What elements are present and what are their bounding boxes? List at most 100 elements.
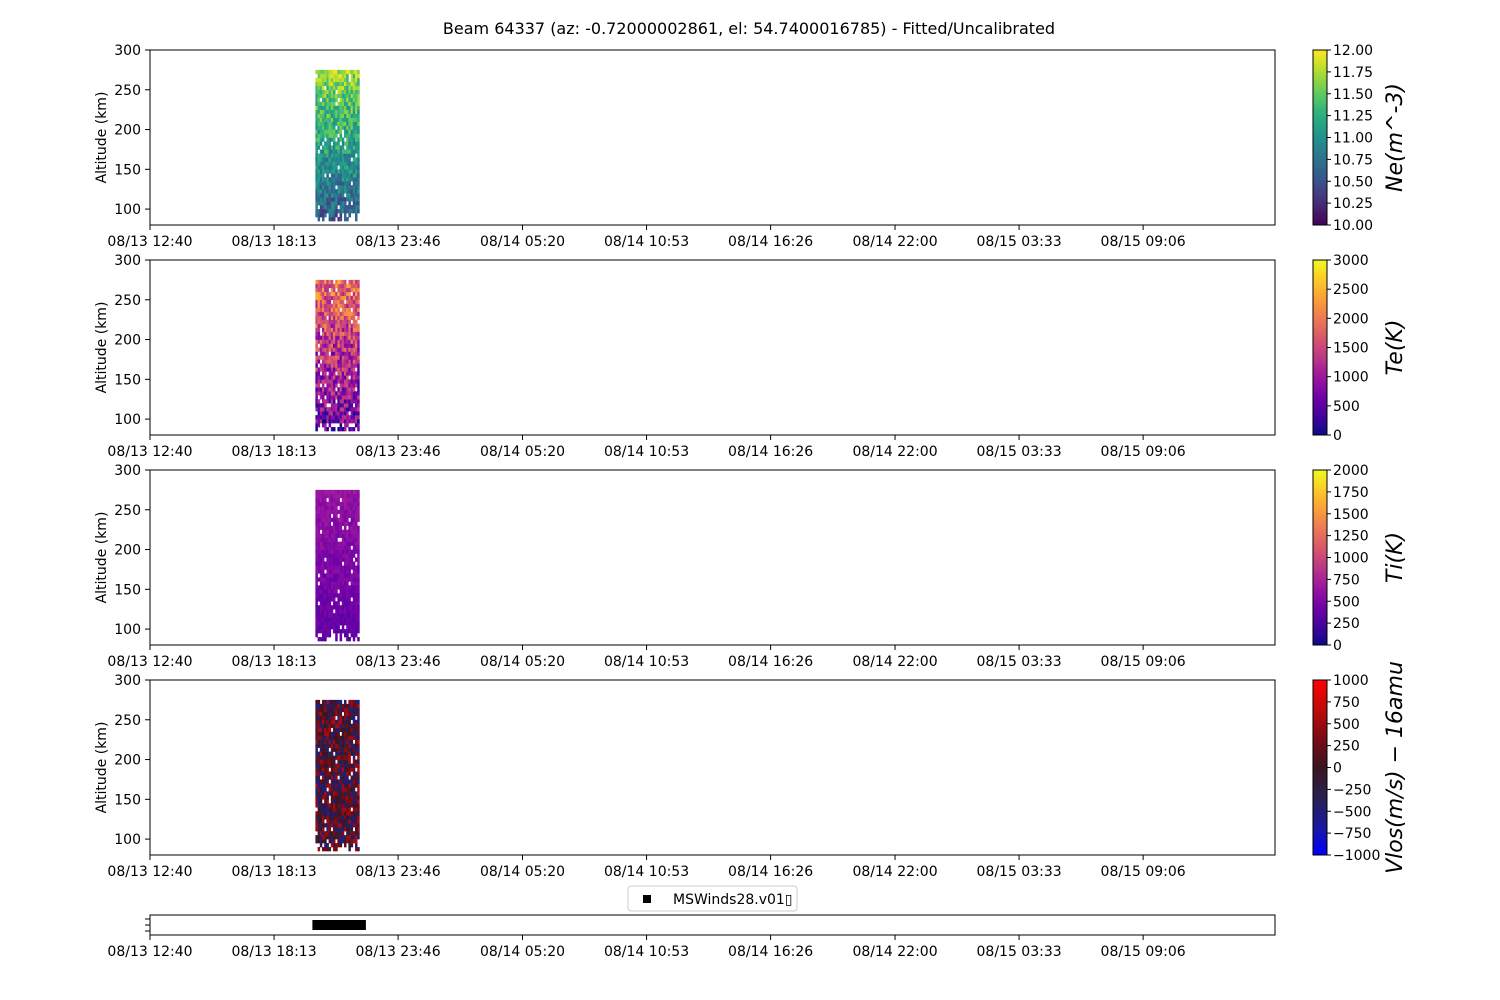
heatmap-cell <box>352 823 356 828</box>
heatmap-cell <box>330 407 334 412</box>
heatmap-cell <box>330 319 334 324</box>
heatmap-cell <box>332 569 336 574</box>
heatmap-cell <box>330 779 334 784</box>
heatmap-cell <box>348 415 351 420</box>
heatmap-cell <box>341 799 345 804</box>
heatmap-cell <box>317 779 321 784</box>
heatmap-cell <box>328 803 332 808</box>
heatmap-cell <box>348 489 351 495</box>
heatmap-cell <box>330 335 334 340</box>
heatmap-cell <box>328 347 332 352</box>
heatmap-cell <box>326 81 329 87</box>
heatmap-cell <box>354 145 358 150</box>
heatmap-cell <box>335 831 338 836</box>
heatmap-cell <box>354 355 358 360</box>
heatmap-cell <box>330 149 334 154</box>
heatmap-cell <box>321 835 325 840</box>
heatmap-cell <box>343 315 347 320</box>
heatmap-cell <box>315 427 318 432</box>
heatmap-cell <box>324 699 327 705</box>
heatmap-cell <box>357 557 360 562</box>
heatmap-cell <box>337 501 340 507</box>
heatmap-cell <box>352 835 356 840</box>
heatmap-cell <box>343 799 347 804</box>
heatmap-cell <box>317 371 321 376</box>
heatmap-cell <box>339 723 343 729</box>
heatmap-cell <box>326 545 329 550</box>
heatmap-cell <box>352 629 356 634</box>
heatmap-cell <box>324 541 327 546</box>
heatmap-cell <box>346 497 349 503</box>
heatmap-cell <box>354 213 358 218</box>
heatmap-cell <box>332 395 336 400</box>
heatmap-cell <box>332 93 336 99</box>
heatmap-cell <box>352 347 356 352</box>
heatmap-cell <box>357 505 360 511</box>
heatmap-cell <box>321 771 325 776</box>
heatmap-cell <box>319 767 323 772</box>
heatmap-cell <box>326 585 329 590</box>
heatmap-cell <box>357 715 360 721</box>
heatmap-cell <box>341 383 345 388</box>
heatmap-cell <box>321 589 325 594</box>
heatmap-cell <box>357 367 360 372</box>
heatmap-cell <box>317 335 321 340</box>
heatmap-cell <box>332 755 336 760</box>
heatmap-cell <box>315 315 318 320</box>
heatmap-cell <box>332 589 336 594</box>
heatmap-cell <box>350 601 354 606</box>
heatmap-cell <box>337 121 340 126</box>
heatmap-cell <box>346 593 349 598</box>
heatmap-cell <box>315 113 318 118</box>
heatmap-cell <box>357 493 360 499</box>
heatmap-cell <box>348 783 351 788</box>
colorbar-label-ti: Ti(K) <box>1383 532 1408 583</box>
heatmap-cell <box>357 787 360 792</box>
heatmap-cell <box>317 303 321 309</box>
heatmap-cell <box>328 815 332 820</box>
heatmap-cell <box>337 747 340 752</box>
heatmap-cell <box>352 391 356 396</box>
heatmap-cell <box>354 545 358 550</box>
heatmap-cell <box>343 331 347 336</box>
heatmap-cell <box>343 73 347 79</box>
heatmap-cell <box>350 609 354 614</box>
heatmap-cell <box>346 181 349 186</box>
heatmap-cell <box>341 601 345 606</box>
heatmap-cell <box>317 217 321 222</box>
heatmap-cell <box>348 545 351 550</box>
heatmap-cell <box>321 85 325 91</box>
heatmap-cell <box>326 751 329 756</box>
heatmap-cell <box>324 81 327 87</box>
heatmap-cell <box>319 585 323 590</box>
heatmap-cell <box>350 205 354 210</box>
heatmap-cell <box>315 145 318 150</box>
heatmap-cell <box>332 193 336 198</box>
heatmap-cell <box>343 415 347 420</box>
heatmap-cell <box>352 343 356 348</box>
heatmap-cell <box>317 291 321 297</box>
heatmap-cell <box>335 625 338 630</box>
heatmap-cell <box>319 759 323 764</box>
heatmap-cell <box>343 715 347 721</box>
heatmap-cell <box>339 573 343 578</box>
heatmap-cell <box>315 759 318 764</box>
heatmap-cell <box>354 577 358 582</box>
heatmap-cell <box>332 415 336 420</box>
heatmap-cell <box>315 423 318 428</box>
heatmap-cell <box>321 609 325 614</box>
heatmap-cell <box>315 501 318 507</box>
heatmap-cell <box>346 157 349 162</box>
heatmap-cell <box>343 835 347 840</box>
heatmap-cell <box>317 629 321 634</box>
heatmap-cell <box>348 205 351 210</box>
heatmap-cell <box>330 205 334 210</box>
heatmap-cell <box>348 593 351 598</box>
heatmap-cell <box>317 565 321 570</box>
heatmap-cell <box>315 783 318 788</box>
heatmap-cell <box>315 105 318 110</box>
heatmap-cell <box>317 97 321 103</box>
heatmap-cell <box>346 125 349 130</box>
heatmap-cell <box>348 577 351 582</box>
heatmap-cell <box>328 279 332 285</box>
